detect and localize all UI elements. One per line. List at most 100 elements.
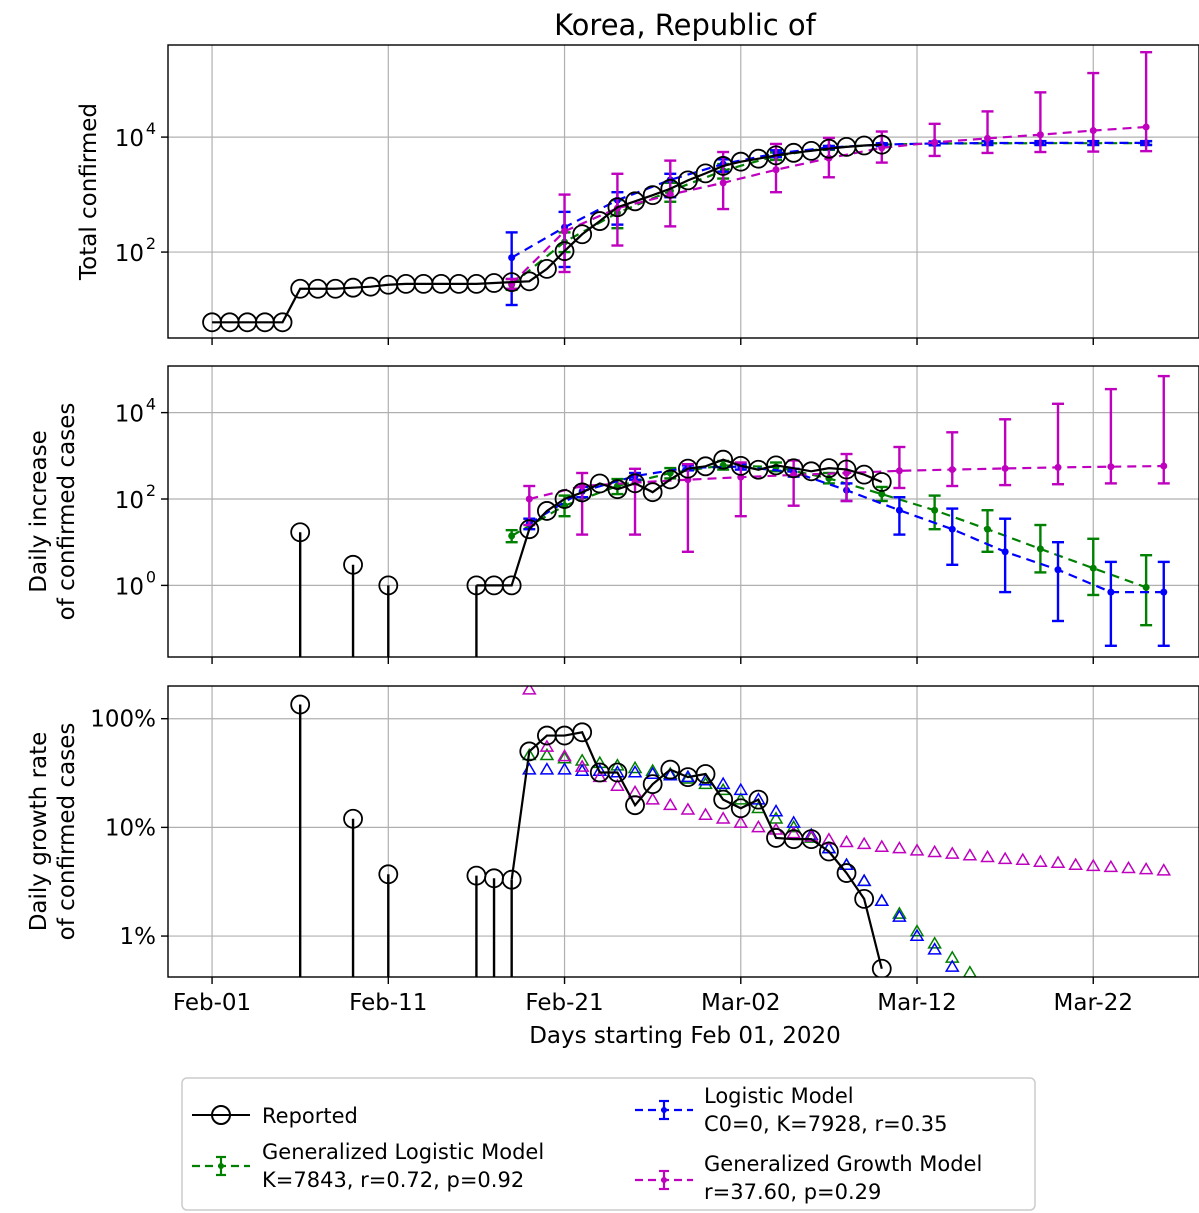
gen-logistic-marker xyxy=(892,906,907,919)
gen-growth-point xyxy=(843,469,851,477)
gen-growth-marker xyxy=(645,792,660,805)
y-tick-label: 10 xyxy=(115,488,144,514)
reported-line xyxy=(476,458,883,587)
reported-line xyxy=(212,143,882,324)
gen-growth-point xyxy=(878,144,886,152)
reported-marker xyxy=(713,449,734,470)
reported-marker xyxy=(836,863,857,883)
reported-marker xyxy=(554,241,575,261)
gen-growth-point xyxy=(1089,127,1097,135)
gen-logistic-point xyxy=(878,490,886,498)
reported-marker xyxy=(589,473,610,494)
gen-logistic-marker xyxy=(627,760,643,774)
gen-growth-point xyxy=(1001,464,1009,472)
gen-logistic-marker xyxy=(962,965,977,977)
panel-frame xyxy=(167,44,1199,339)
y-tick-label: 10% xyxy=(105,815,156,841)
gen-growth-marker xyxy=(997,851,1013,865)
logistic-point xyxy=(1160,588,1168,596)
logistic-marker xyxy=(557,762,572,775)
reported-marker xyxy=(660,178,681,199)
y-axis-label-line2: of confirmed cases xyxy=(54,403,80,621)
gen-growth-point xyxy=(561,227,569,235)
x-tick-label: Mar-12 xyxy=(877,990,957,1016)
logistic-marker xyxy=(733,782,749,796)
gen-growth-marker xyxy=(1050,855,1066,868)
panel-frame xyxy=(167,685,1199,978)
reported-marker xyxy=(607,197,628,218)
gen-growth-marker xyxy=(944,846,960,859)
reported-marker xyxy=(343,808,363,829)
gen-logistic-marker xyxy=(715,782,731,796)
gen-growth-marker xyxy=(821,832,837,845)
gen-logistic-point xyxy=(508,532,516,540)
gen-growth-marker xyxy=(733,815,749,828)
logistic-marker xyxy=(627,765,643,778)
gen-logistic-marker xyxy=(680,771,696,784)
logistic-marker xyxy=(521,762,537,775)
logistic-marker xyxy=(768,804,784,817)
logistic-point xyxy=(1001,548,1009,556)
logistic-marker xyxy=(645,766,660,779)
gen-logistic-point xyxy=(1036,545,1044,553)
reported-marker xyxy=(818,841,839,862)
y-axis-label-line2: of confirmed cases xyxy=(54,723,80,941)
gen-growth-marker xyxy=(1015,852,1031,866)
legend-label-gen-growth-params: r=37.60, p=0.29 xyxy=(704,1180,881,1204)
logistic-marker xyxy=(592,763,608,776)
logistic-marker xyxy=(909,928,925,942)
chart-title: Korea, Republic of xyxy=(554,8,817,42)
x-tick-label: Feb-21 xyxy=(525,990,603,1016)
plot-area xyxy=(290,374,1170,657)
reported-marker xyxy=(642,774,663,795)
gen-logistic-point xyxy=(1142,583,1150,591)
logistic-point xyxy=(1107,588,1115,596)
gen-growth-marker xyxy=(892,840,907,854)
reported-marker xyxy=(642,185,663,206)
y-tick-exponent: 0 xyxy=(146,567,156,586)
reported-marker xyxy=(537,501,557,521)
logistic-marker xyxy=(874,893,890,906)
y-axis-label-line1: Daily increase xyxy=(26,430,52,592)
gen-growth-marker xyxy=(521,686,537,695)
gen-logistic-marker xyxy=(874,893,890,906)
reported-marker xyxy=(378,575,399,596)
reported-marker xyxy=(730,798,751,819)
y-tick-label: 1% xyxy=(120,924,157,950)
reported-marker xyxy=(572,224,593,245)
reported-marker xyxy=(501,575,522,596)
reported-marker xyxy=(607,762,628,783)
reported-marker xyxy=(801,829,822,850)
reported-marker xyxy=(642,482,663,503)
reported-marker xyxy=(343,554,363,575)
logistic-marker xyxy=(944,959,960,972)
reported-marker xyxy=(695,456,716,477)
gen-logistic-point xyxy=(931,506,939,514)
reported-marker xyxy=(607,479,628,500)
gen-growth-marker xyxy=(680,802,696,815)
gen-growth-marker xyxy=(803,829,819,842)
y-tick-label: 10 xyxy=(115,402,144,428)
logistic-point xyxy=(508,254,516,262)
legend-marker-circle xyxy=(211,1105,231,1125)
gen-logistic-marker xyxy=(539,747,555,761)
gen-growth-point xyxy=(895,467,903,475)
gen-logistic-marker xyxy=(733,792,749,805)
logistic-marker xyxy=(715,776,731,790)
legend-label-gen-logistic-name: Generalized Logistic Model xyxy=(262,1140,544,1164)
reported-marker xyxy=(660,469,681,490)
gen-growth-marker xyxy=(1138,861,1154,875)
reported-marker xyxy=(871,958,892,977)
reported-marker xyxy=(836,459,857,480)
reported-marker xyxy=(378,864,399,885)
reported-marker xyxy=(854,464,875,485)
gen-logistic-marker xyxy=(768,811,784,824)
gen-growth-marker xyxy=(662,797,678,811)
reported-marker xyxy=(854,888,875,909)
y-axis-label: Total confirmed xyxy=(76,103,102,281)
legend-entry-logistic: Logistic Model C0=0, K=7928, r=0.35 xyxy=(635,1084,947,1136)
panel-frame xyxy=(167,365,1199,658)
legend-label-gen-growth-name: Generalized Growth Model xyxy=(704,1152,982,1176)
legend-label-reported: Reported xyxy=(262,1104,358,1128)
